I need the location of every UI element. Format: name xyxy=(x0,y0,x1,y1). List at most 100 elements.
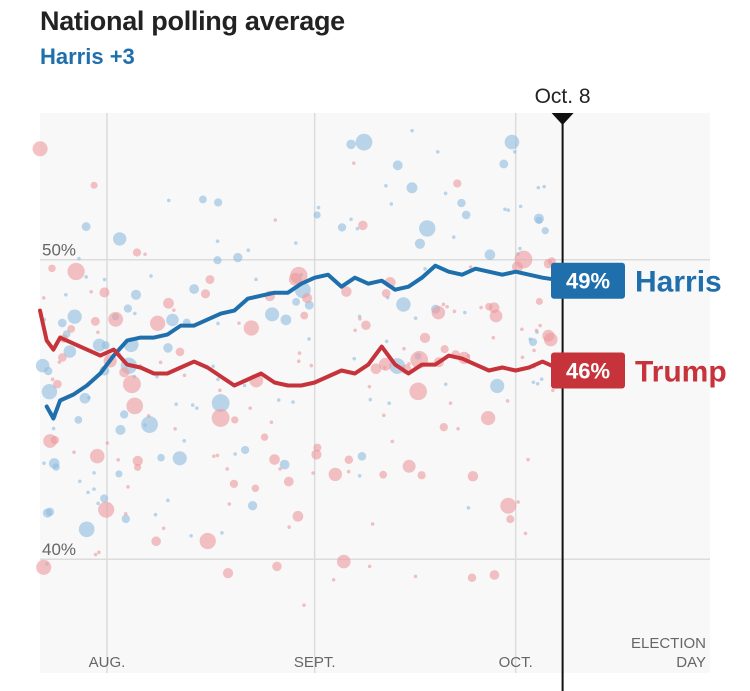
election-day-label-line1: ELECTION xyxy=(631,635,706,652)
harris-poll-dot xyxy=(86,490,90,495)
trump-poll-dot xyxy=(172,308,176,312)
harris-poll-dot xyxy=(535,381,540,386)
harris-poll-dot xyxy=(195,406,199,411)
trump-poll-dot xyxy=(50,377,55,382)
trump-poll-dot xyxy=(311,471,315,475)
harris-poll-dot xyxy=(542,184,547,189)
harris-poll-dot xyxy=(189,533,193,538)
trump-poll-dot xyxy=(302,603,306,607)
harris-poll-dot xyxy=(368,397,373,402)
trump-poll-dot xyxy=(278,467,282,471)
harris-poll-dot xyxy=(163,343,173,353)
harris-poll-dot xyxy=(396,297,411,312)
harris-poll-dot xyxy=(279,459,290,470)
harris-name-label: Harris xyxy=(635,266,722,299)
harris-poll-dot xyxy=(536,185,541,190)
trump-poll-dot xyxy=(161,526,166,531)
harris-poll-dot xyxy=(102,277,107,282)
harris-poll-dot xyxy=(387,401,392,406)
trump-poll-dot xyxy=(506,515,515,524)
trump-poll-dot xyxy=(108,311,124,327)
trump-poll-dot xyxy=(243,320,259,336)
trump-poll-dot xyxy=(534,328,539,333)
trump-poll-dot xyxy=(297,351,302,355)
harris-poll-dot xyxy=(215,239,220,244)
trump-poll-dot xyxy=(390,439,395,444)
trump-poll-dot xyxy=(57,360,62,364)
harris-poll-dot xyxy=(384,339,389,344)
trump-poll-dot xyxy=(90,181,98,189)
trump-poll-dot xyxy=(119,367,130,378)
harris-poll-dot xyxy=(276,398,281,402)
trump-poll-dot xyxy=(105,441,110,445)
harris-poll-dot xyxy=(233,452,237,456)
harris-poll-dot xyxy=(443,191,448,196)
trump-poll-dot xyxy=(439,422,448,432)
harris-poll-dot xyxy=(539,377,544,382)
trump-poll-dot xyxy=(175,347,185,357)
trump-poll-dot xyxy=(132,248,142,257)
harris-poll-dot xyxy=(64,293,68,297)
harris-poll-dot xyxy=(357,451,367,461)
trump-poll-dot xyxy=(352,161,356,165)
trump-poll-dot xyxy=(72,450,76,454)
harris-poll-dot xyxy=(78,521,95,538)
trump-poll-dot xyxy=(419,332,431,344)
x-tick-label: OCT. xyxy=(499,654,533,671)
harris-poll-dot xyxy=(461,210,471,220)
harris-poll-dot xyxy=(292,297,301,306)
harris-poll-dot xyxy=(457,198,466,208)
trump-poll-dot xyxy=(173,427,177,431)
trump-poll-dot xyxy=(485,302,493,311)
harris-poll-dot xyxy=(63,345,77,358)
harris-poll-dot xyxy=(51,426,56,431)
trump-poll-dot xyxy=(409,382,428,401)
harris-poll-dot xyxy=(189,284,200,294)
harris-poll-dot xyxy=(265,307,280,322)
trump-poll-dot xyxy=(146,414,151,418)
harris-poll-dot xyxy=(535,216,543,224)
trump-poll-dot xyxy=(269,420,274,425)
trump-poll-dot xyxy=(211,408,230,427)
trump-poll-dot xyxy=(453,179,462,188)
harris-poll-dot xyxy=(337,223,347,232)
harris-poll-dot xyxy=(518,204,523,209)
trump-poll-dot xyxy=(532,348,536,353)
trump-poll-dot xyxy=(126,397,144,415)
trump-poll-dot xyxy=(456,426,460,431)
trump-poll-dot xyxy=(370,363,382,375)
harris-poll-dot xyxy=(528,337,532,342)
trump-poll-dot xyxy=(182,373,187,378)
harris-poll-dot xyxy=(115,424,126,435)
trump-poll-dot xyxy=(48,264,56,273)
trump-poll-dot xyxy=(468,265,473,269)
trump-poll-dot xyxy=(53,379,62,389)
harris-poll-dot xyxy=(355,226,360,231)
trump-poll-dot xyxy=(296,359,301,364)
harris-poll-dot xyxy=(42,508,53,518)
trump-poll-dot xyxy=(361,320,371,331)
trump-poll-dot xyxy=(32,141,48,157)
trump-poll-dot xyxy=(523,531,528,536)
harris-poll-dot xyxy=(291,400,295,404)
trump-poll-dot xyxy=(50,435,60,445)
trump-poll-dot xyxy=(441,302,446,307)
harris-poll-dot xyxy=(167,198,171,203)
trump-poll-dot xyxy=(402,459,416,473)
harris-poll-dot xyxy=(92,487,96,491)
current-date-label: Oct. 8 xyxy=(535,85,591,108)
y-axis-ticks: 50% 40% xyxy=(42,241,76,559)
trump-poll-dot xyxy=(283,476,294,487)
harris-poll-dot xyxy=(413,316,418,320)
x-axis-ticks: AUG. SEPT. OCT. ELECTION DAY xyxy=(89,635,706,671)
harris-poll-dot xyxy=(346,139,356,150)
trump-poll-dot xyxy=(231,416,239,424)
trump-poll-dot xyxy=(260,433,269,441)
trump-poll-dot xyxy=(58,353,67,362)
election-day-label-line2: DAY xyxy=(676,654,706,671)
harris-poll-dot xyxy=(78,479,82,484)
trump-poll-dot xyxy=(381,413,386,418)
harris-poll-dot xyxy=(240,445,250,455)
harris-poll-dot xyxy=(410,128,414,133)
